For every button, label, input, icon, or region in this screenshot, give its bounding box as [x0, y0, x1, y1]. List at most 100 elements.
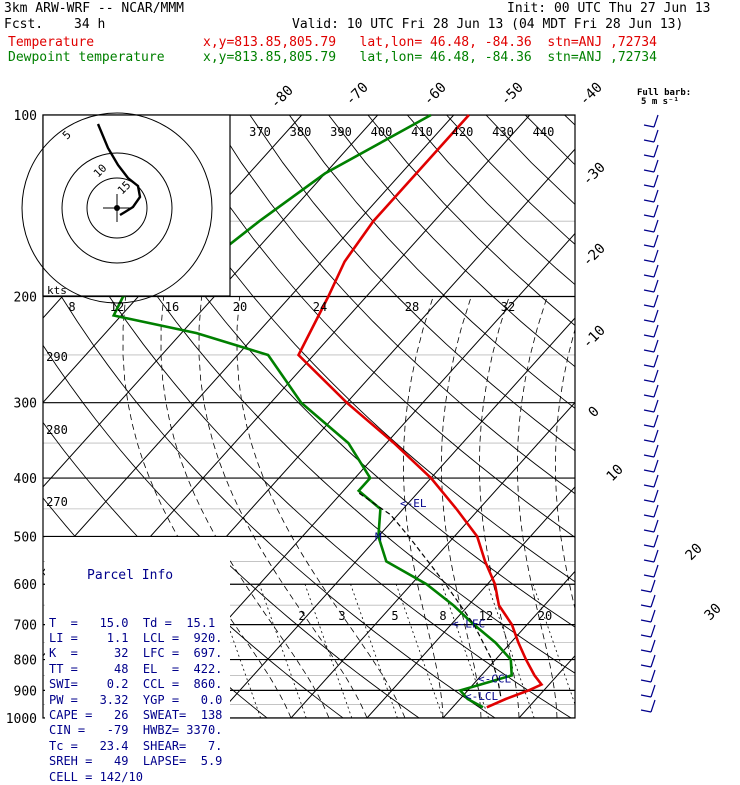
- wind-barb-staff: [653, 429, 659, 443]
- wind-barb-staff: [650, 654, 656, 668]
- wind-barb-staff: [653, 354, 659, 368]
- theta-label: 390: [330, 125, 352, 139]
- isotherm-label: -10: [580, 323, 609, 352]
- parcel-info-title: Parcel Info: [87, 567, 174, 583]
- wind-barb-flag: [643, 214, 655, 218]
- pressure-tick-label: 700: [14, 619, 37, 634]
- theta-label: 400: [371, 125, 393, 139]
- parcel-info-row: CIN = -79 HWBZ= 3370.: [49, 723, 223, 738]
- theta-label: 420: [452, 125, 474, 139]
- wind-barb-flag: [640, 664, 652, 668]
- wind-barb-flag: [640, 604, 652, 608]
- wind-barb-staff: [653, 504, 659, 518]
- mixing-ratio-label: 5: [391, 609, 398, 623]
- wind-barb-staff: [653, 294, 659, 308]
- isotherm-line: [43, 115, 379, 488]
- dry-adiabat-line: [43, 179, 572, 718]
- isotherm-label: -60: [421, 80, 450, 109]
- pressure-tick-label: 400: [14, 472, 37, 487]
- parcel-info-row: PW = 3.32 YGP = 0.0: [49, 692, 223, 707]
- pressure-tick-label: 200: [14, 291, 37, 306]
- wind-barb-staff: [653, 129, 659, 143]
- isotherm-line: [43, 115, 455, 573]
- wind-barb-flag: [643, 514, 655, 518]
- wind-barb-staff: [653, 144, 659, 158]
- mixing-ratio-label: 24: [313, 300, 327, 314]
- init-time: Init: 00 UTC Thu 27 Jun 13: [507, 1, 711, 16]
- wind-barb-staff: [653, 174, 659, 188]
- wind-barb-staff: [650, 609, 656, 623]
- dry-adiabat-line: [288, 115, 575, 409]
- parcel-info-row: LI = 1.1 LCL = 920.: [49, 631, 223, 646]
- wind-barb-flag: [643, 484, 655, 488]
- wind-barb-staff: [653, 249, 659, 263]
- annotation-label: <-EL: [400, 497, 427, 510]
- mixing-ratio-line: [579, 584, 626, 718]
- wind-barb-flag: [643, 124, 655, 128]
- mixing-ratio-line: [350, 584, 398, 718]
- hodograph-ring: [21, 112, 213, 304]
- isotherm-line: [518, 655, 575, 718]
- isotherm-line: [442, 570, 575, 718]
- pressure-tick-label: 900: [14, 684, 37, 699]
- wind-barb-flag: [643, 229, 655, 233]
- dry-adiabat-line: [210, 115, 575, 495]
- moist-adiabat-line: [554, 327, 575, 611]
- moist-adiabat-line: [236, 296, 406, 718]
- pressure-tick-label: 1000: [6, 712, 37, 727]
- isotherm-line: [671, 115, 740, 718]
- mixing-ratio-line: [487, 584, 535, 718]
- wind-barb-staff: [653, 234, 659, 248]
- wind-barb-staff: [653, 204, 659, 218]
- wind-barb-flag: [640, 694, 652, 698]
- pressure-tick-label: 600: [14, 578, 37, 593]
- wind-barb-flag: [643, 274, 655, 278]
- wind-barb-staff: [650, 639, 656, 653]
- pressure-tick-label: 100: [14, 109, 37, 124]
- isotherm-label: -80: [268, 83, 297, 112]
- mixing-ratio-line: [395, 584, 444, 718]
- wind-barb-flag: [643, 439, 655, 443]
- wind-barb-staff: [653, 444, 659, 458]
- moist-adiabat-line: [402, 296, 444, 718]
- theta-label: 440: [533, 125, 555, 139]
- mixing-ratio-label: 20: [538, 609, 552, 623]
- mixing-ratio-line: [304, 584, 353, 718]
- mixing-ratio-label: 3: [338, 609, 345, 623]
- annotation-label: M: [375, 530, 382, 543]
- wind-barb-flag: [640, 709, 652, 713]
- wind-barb-flag: [643, 334, 655, 338]
- wind-barb-flag: [640, 619, 652, 623]
- wind-barb-flag: [643, 289, 655, 293]
- isotherm-label: 20: [683, 541, 706, 564]
- moist-adiabat-line: [516, 296, 558, 718]
- mixing-ratio-line: [441, 584, 489, 718]
- parcel-info-row: SREH = 49 LAPSE= 5.9: [49, 754, 223, 769]
- dewpoint-location: x,y=813.85,805.79 lat,lon= 46.48, -84.36…: [203, 50, 657, 65]
- dry-adiabat-line: [249, 115, 575, 452]
- wind-barb-staff: [653, 534, 659, 548]
- mixing-ratio-label: 16: [165, 300, 179, 314]
- moist-adiabat-line: [122, 296, 292, 718]
- mixing-ratio-label: 12: [479, 609, 493, 623]
- wind-barb-staff: [650, 669, 656, 683]
- plot-frame: [42, 114, 576, 719]
- wind-barb-staff: [653, 114, 659, 128]
- theta-label: 370: [249, 125, 271, 139]
- parcel-info-row: SWI= 0.2 CCL = 860.: [49, 677, 223, 692]
- wind-barb-staff: [653, 309, 659, 323]
- isotherm-label: -30: [580, 160, 609, 189]
- mixing-ratio-line: [213, 584, 261, 718]
- pressure-tick-label: 800: [14, 654, 37, 669]
- theta-label: 430: [492, 125, 514, 139]
- isotherm-line: [290, 401, 575, 718]
- wind-barb-flag: [643, 559, 655, 563]
- wind-barb-staff: [650, 684, 656, 698]
- wind-barb-staff: [653, 414, 659, 428]
- dry-adiabat-line: [52, 115, 575, 674]
- moist-adiabat-line: [478, 296, 520, 718]
- mixing-ratio-line: [532, 584, 575, 706]
- wind-barb-flag: [643, 394, 655, 398]
- dewpoint-legend: Dewpoint temperature: [8, 50, 165, 65]
- annotation-label: <-LFC: [452, 617, 485, 630]
